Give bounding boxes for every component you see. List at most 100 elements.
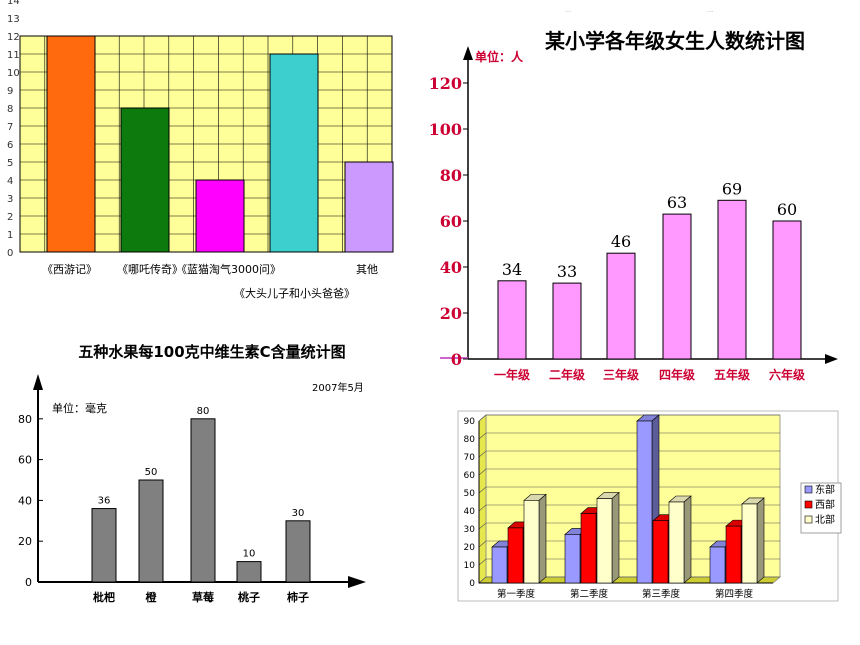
data-label: 50 bbox=[145, 467, 158, 478]
data-label: 69 bbox=[722, 179, 742, 198]
y-tick-label: 14 bbox=[7, 0, 20, 7]
bar bbox=[195, 179, 245, 253]
bar bbox=[564, 534, 581, 584]
y-axis-arrow bbox=[463, 46, 473, 60]
y-tick-label: 0 bbox=[25, 576, 32, 589]
chart-title: 某小学各年级女生人数统计图 bbox=[545, 29, 805, 53]
bar bbox=[652, 520, 669, 584]
chart-girls-by-grade: .... .... 某小学各年级女生人数统计图 单位：人 0 20 40 60 80 10… bbox=[429, 8, 838, 382]
y-tick-label: 2 bbox=[7, 212, 13, 223]
grid-line-side bbox=[478, 558, 487, 566]
y-tick-label: 10 bbox=[7, 68, 20, 79]
y-tick-label: 4 bbox=[7, 176, 13, 187]
bar bbox=[190, 418, 216, 583]
y-tick-label: 80 bbox=[440, 166, 462, 185]
bar bbox=[236, 561, 262, 583]
data-label: 33 bbox=[557, 262, 577, 281]
y-tick-label: 0 bbox=[7, 248, 13, 259]
bar bbox=[91, 508, 117, 583]
bar bbox=[580, 513, 597, 584]
plot-side-wall bbox=[478, 414, 487, 584]
grid-line-side bbox=[478, 414, 487, 422]
chart-date: 2007年5月 bbox=[312, 381, 364, 394]
grid-line-side bbox=[478, 450, 487, 458]
y-tick-label: 1 bbox=[7, 230, 13, 241]
chart-title: 五种水果每100克中维生素C含量统计图 bbox=[78, 343, 345, 361]
x-axis-arrow bbox=[825, 354, 838, 364]
y-tick-label: 80 bbox=[464, 435, 476, 445]
x-tick-label: 《蓝猫淘气3000问》 bbox=[176, 262, 281, 276]
data-label: 46 bbox=[611, 232, 631, 251]
x-tick-label: 第一季度 bbox=[497, 588, 536, 600]
grid-line-side bbox=[478, 540, 487, 548]
bar bbox=[606, 252, 636, 360]
bar bbox=[269, 53, 319, 253]
chart-vitamin-c: 五种水果每100克中维生素C含量统计图 2007年5月 单位：毫克 0 20 40 6… bbox=[18, 343, 366, 604]
x-tick-label: 五年级 bbox=[714, 367, 750, 382]
y-tick-label: 40 bbox=[440, 258, 462, 277]
y-tick-label: 40 bbox=[18, 494, 32, 507]
y-tick-label: 120 bbox=[429, 74, 462, 93]
y-tick-label: 60 bbox=[18, 454, 32, 467]
y-axis-arrow bbox=[33, 374, 43, 390]
bar bbox=[138, 479, 164, 583]
y-tick-label: 6 bbox=[7, 140, 13, 151]
x-tick-label: 第三季度 bbox=[642, 588, 681, 600]
legend-swatch bbox=[804, 515, 813, 524]
y-tick-label: 40 bbox=[464, 507, 476, 517]
bar bbox=[497, 280, 527, 360]
x-tick-label: 《哪吒传奇》 bbox=[117, 263, 183, 276]
y-unit-label: 单位：人 bbox=[475, 49, 524, 64]
bar bbox=[741, 503, 758, 584]
y-tick-label: 11 bbox=[7, 50, 20, 61]
legend-label: 西部 bbox=[815, 498, 835, 511]
data-label: 34 bbox=[502, 260, 522, 279]
y-tick-label: 50 bbox=[464, 489, 476, 499]
bar bbox=[709, 546, 726, 584]
x-axis-arrow bbox=[348, 576, 366, 588]
data-label: 63 bbox=[667, 193, 687, 212]
bar bbox=[491, 546, 508, 584]
y-tick-label: 7 bbox=[7, 122, 13, 133]
data-label: 36 bbox=[98, 496, 111, 507]
x-tick-label: 一年级 bbox=[494, 367, 530, 382]
bar-side bbox=[683, 495, 692, 584]
x-tick-label: 三年级 bbox=[603, 367, 639, 382]
y-tick-label: 0 bbox=[451, 350, 462, 369]
bar-side bbox=[538, 493, 547, 584]
legend-label: 东部 bbox=[815, 483, 835, 496]
grid-line-side bbox=[478, 522, 487, 530]
x-tick-label: 枇杷 bbox=[93, 590, 115, 604]
x-tick-label: 其他 bbox=[356, 263, 378, 276]
y-unit-label: 单位：毫克 bbox=[52, 401, 107, 415]
y-tick-label: 9 bbox=[7, 86, 13, 97]
x-tick-label: 二年级 bbox=[549, 367, 585, 382]
x-tick-label: 第二季度 bbox=[570, 588, 609, 600]
legend-swatch bbox=[804, 485, 813, 494]
y-tick-label: 13 bbox=[7, 14, 20, 25]
bar bbox=[552, 282, 582, 360]
bar bbox=[772, 220, 802, 360]
data-label: 10 bbox=[243, 549, 256, 560]
x-tick-label: 第四季度 bbox=[715, 588, 754, 600]
bar bbox=[717, 199, 747, 360]
chart-quarterly-regions: 0 10 20 30 40 50 60 70 80 90 第一季度 第二季度 第三季度 第四季度 东部西部北… bbox=[457, 410, 842, 602]
top-dots: .... bbox=[565, 8, 572, 14]
bar bbox=[725, 525, 742, 584]
x-tick-label: 草莓 bbox=[192, 590, 214, 604]
y-tick-label: 8 bbox=[7, 104, 13, 115]
y-tick-label: 30 bbox=[464, 525, 476, 535]
grid-line-side bbox=[478, 504, 487, 512]
y-tick-label: 60 bbox=[464, 471, 476, 481]
y-tick-label: 10 bbox=[464, 561, 476, 571]
bar bbox=[668, 501, 685, 584]
bar bbox=[662, 213, 692, 360]
bar bbox=[285, 520, 311, 583]
bar bbox=[344, 161, 394, 253]
y-tick-label: 60 bbox=[440, 212, 462, 231]
y-tick-label: 0 bbox=[469, 579, 475, 589]
bar bbox=[636, 420, 653, 584]
y-tick-label: 90 bbox=[464, 417, 476, 427]
